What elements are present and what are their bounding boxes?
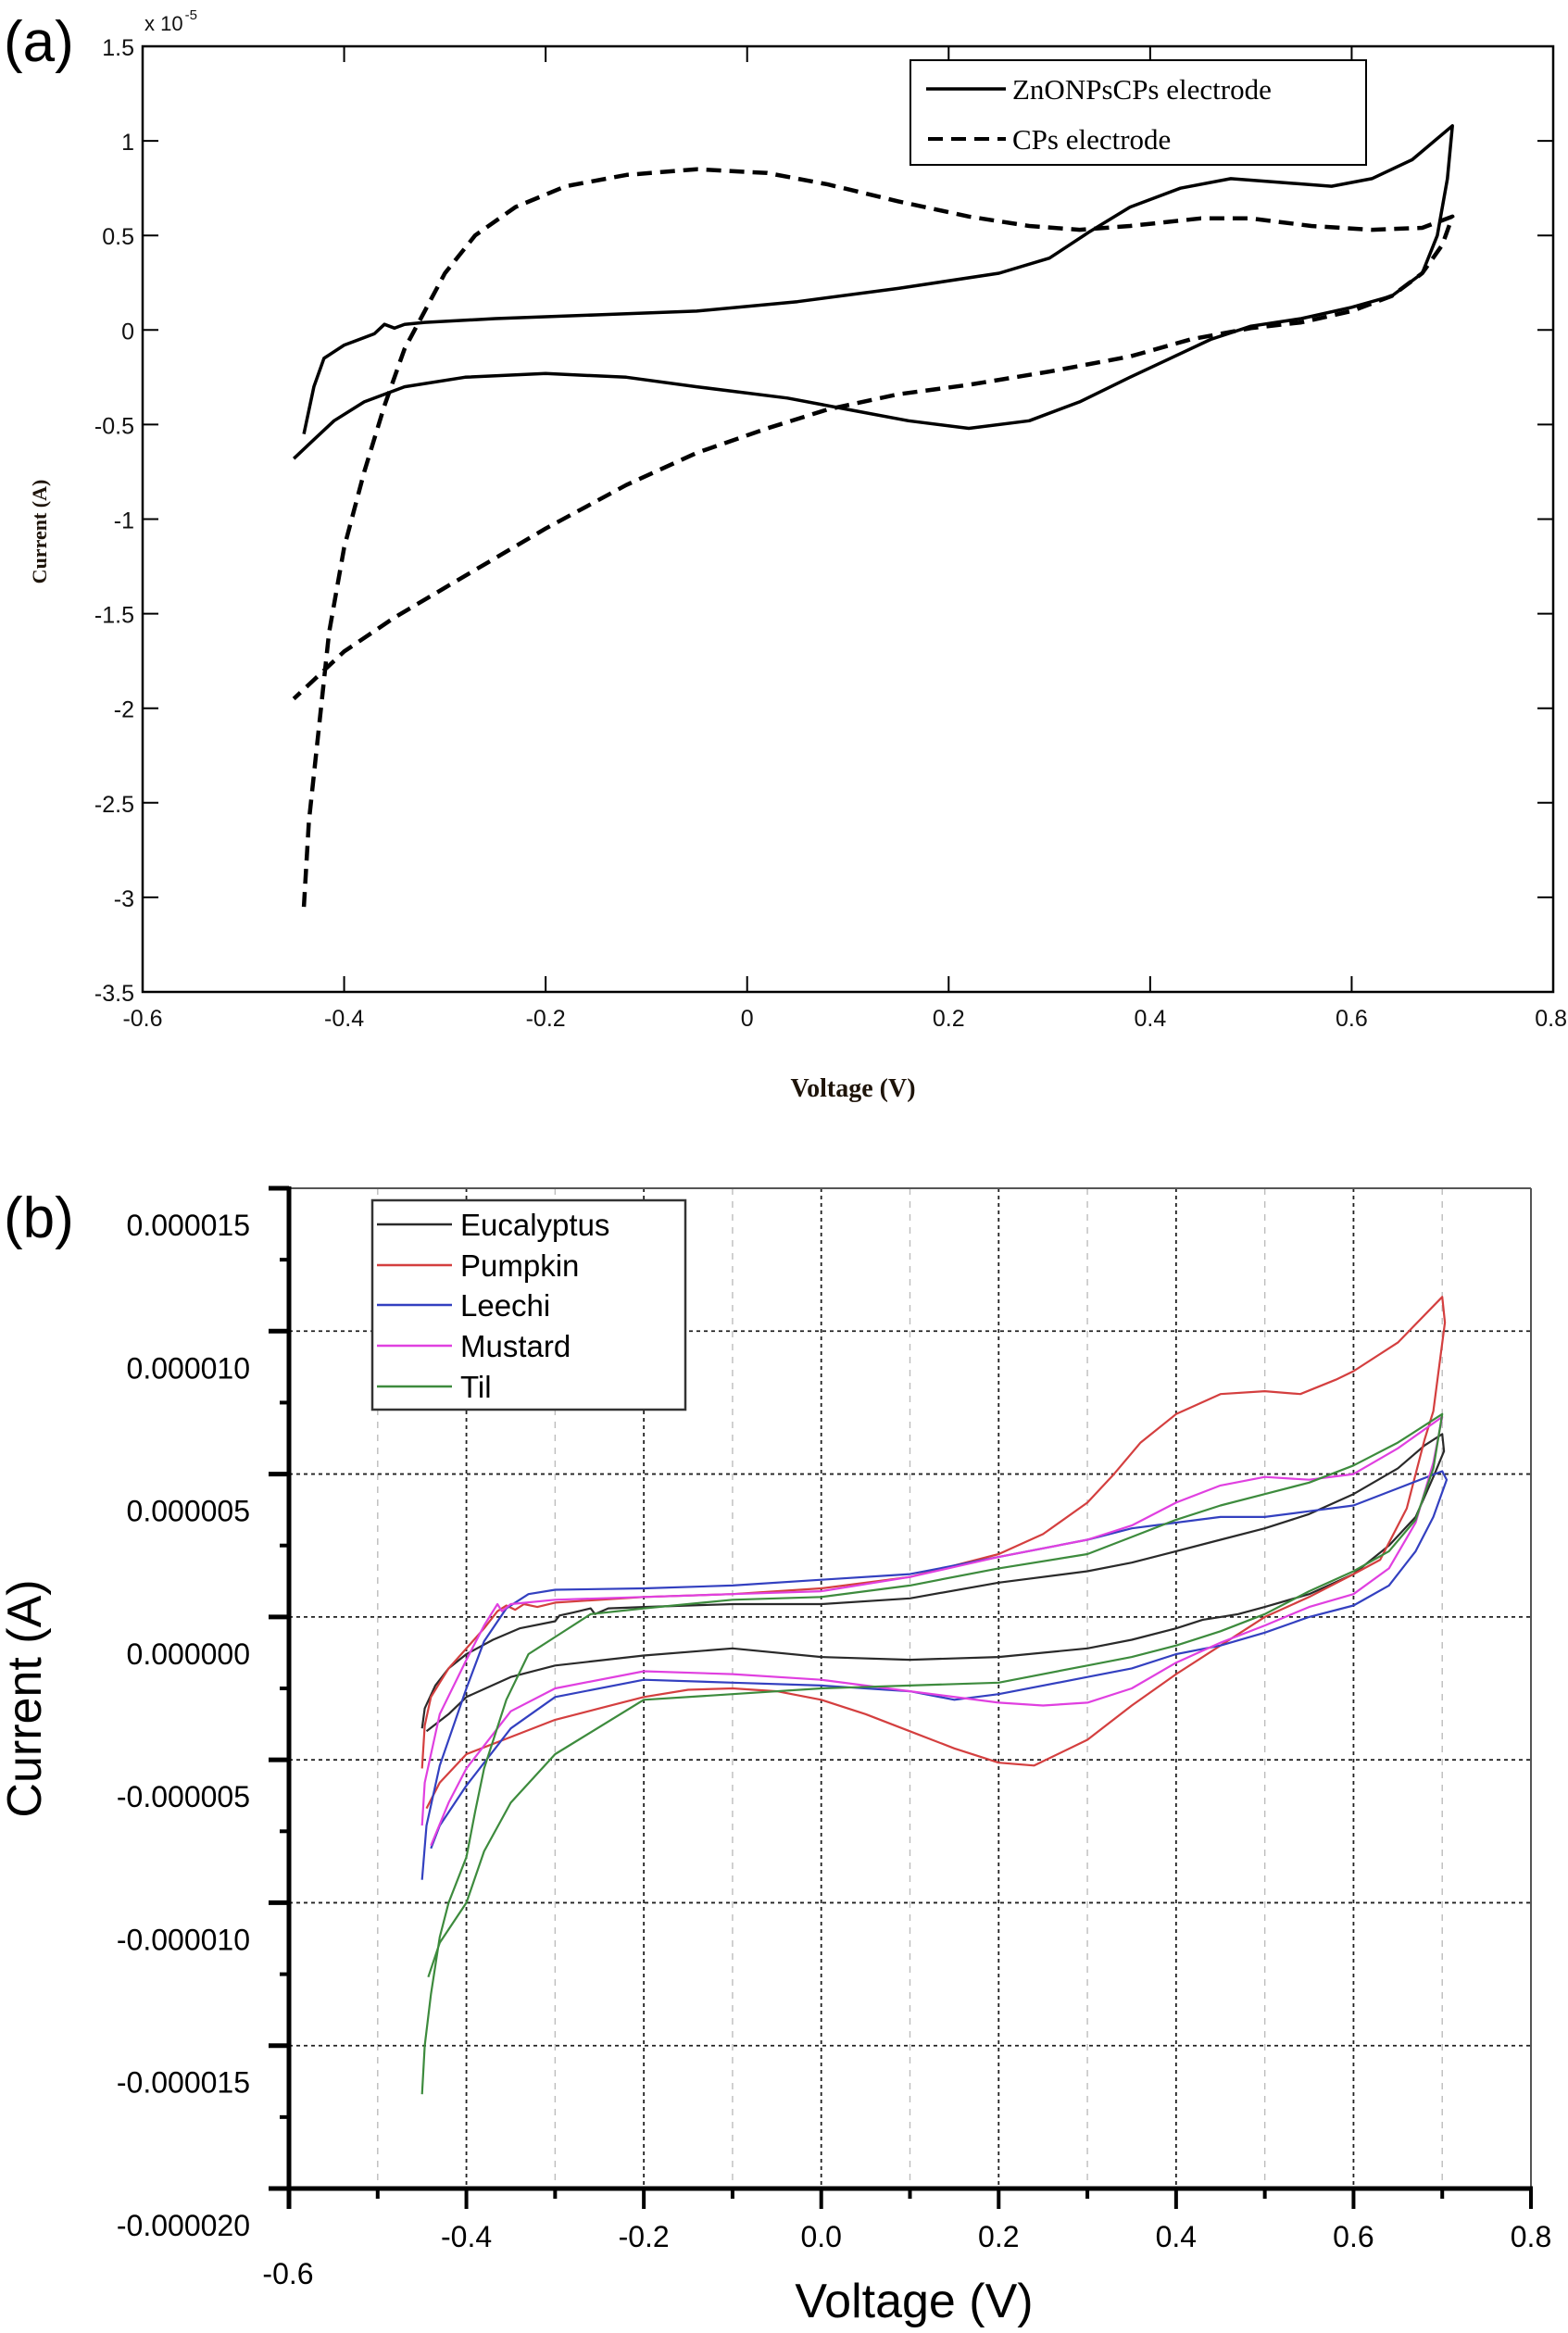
legend-label-eucalyptus: Eucalyptus [460,1208,609,1242]
y-tick-label-a: -2 [114,697,134,723]
series-line-leechi [420,1470,1449,1880]
y-tick-label-a: -1 [114,508,134,534]
series-group-b [420,1296,1449,2095]
y-tick-label-a: -3 [114,886,134,912]
legend-label-cps-electrode: CPs electrode [1012,123,1171,156]
x-tick-label-b: 0.0 [800,2220,841,2253]
y-tick-label-b: 0.000015 [127,1209,250,1242]
series-line-eucalyptus [420,1433,1446,1733]
series-line-mustard [420,1415,1444,1847]
y-tick-label-b: 0.000010 [127,1351,250,1385]
chart-a: -0.6 -0.4 -0.2 0 0.2 0.4 0.6 0.8 1.5 1 0.5 0 -0.5 -1 -… [94,35,1567,1032]
legend-b: Eucalyptus Pumpkin Leechi Mustard Til [370,1198,687,1411]
legend-label-leechi: Leechi [460,1288,550,1323]
x-tick-label-b: 0.4 [1156,2220,1197,2253]
y-exponent-power: -5 [185,7,197,23]
legend-label-til: Til [460,1370,492,1404]
x-tick-label-a: 0.8 [1535,1006,1567,1032]
series-line-pumpkin [420,1296,1447,1810]
x-tick-label-b: 0.6 [1333,2220,1374,2253]
x-tick-label-b: -0.2 [619,2220,670,2253]
y-tick-label-b: -0.000010 [117,1923,250,1956]
panel-label-a: (a) [4,10,74,74]
chart-b: 0.000015 0.000010 0.000005 0.000000 -0.00000… [117,1185,1551,2290]
series-line-cps-electrode [292,167,1455,908]
x-tick-label-a: -0.2 [526,1006,566,1032]
y-tick-label-a: -1.5 [94,603,134,629]
y-exponent-label-a: x 10 -5 [144,7,197,35]
y-tick-label-b: -0.000015 [117,2066,250,2100]
x-tick-label-b: 0.2 [978,2220,1019,2253]
x-tick-label-a: -0.6 [122,1006,162,1032]
series-group-a [292,124,1455,908]
panel-label-b: (b) [4,1186,74,1250]
y-tick-label-a: 1.5 [102,35,134,61]
x-tick-label-a: 0 [741,1006,754,1032]
x-tick-label-b: -0.4 [441,2220,492,2253]
x-tick-label-a: 0.2 [933,1006,965,1032]
y-axis-title-b: Current (A) [0,1579,52,1817]
x-tick-label-b: -0.6 [262,2257,313,2290]
x-tick-label-a: -0.4 [324,1006,364,1032]
y-tick-label-b: 0.000005 [127,1495,250,1528]
y-tick-label-b: 0.000000 [127,1637,250,1671]
y-tick-label-a: 1 [121,130,134,156]
series-line-znonpscps-electrode [292,124,1454,460]
x-tick-label-a: 0.6 [1336,1006,1368,1032]
y-axis-title-a: Current (A) [28,480,51,584]
y-exponent-base: x 10 [144,12,183,35]
y-tick-label-a: -0.5 [94,413,134,439]
y-tick-label-a: -2.5 [94,792,134,818]
plot-area-a [143,46,1553,992]
x-tick-label-b: 0.8 [1511,2220,1551,2253]
y-tick-label-b: -0.000005 [117,1780,250,1813]
legend-label-mustard: Mustard [460,1329,571,1363]
y-tick-label-a: -3.5 [94,981,134,1007]
legend-box-a [909,59,1367,166]
x-axis-title-b: Voltage (V) [795,2275,1033,2328]
legend-label-pumpkin: Pumpkin [460,1248,579,1283]
x-tick-label-a: 0.4 [1134,1006,1166,1032]
legend-label-znonpscps-electrode: ZnONPsCPs electrode [1012,73,1272,106]
y-tick-label-a: 0 [121,319,134,345]
x-axis-title-a: Voltage (V) [790,1074,915,1103]
y-tick-label-b: -0.000020 [117,2209,250,2242]
y-tick-label-a: 0.5 [102,224,134,250]
legend-a: ZnONPsCPs electrode CPs electrode [909,59,1367,166]
series-line-til [420,1412,1444,2095]
